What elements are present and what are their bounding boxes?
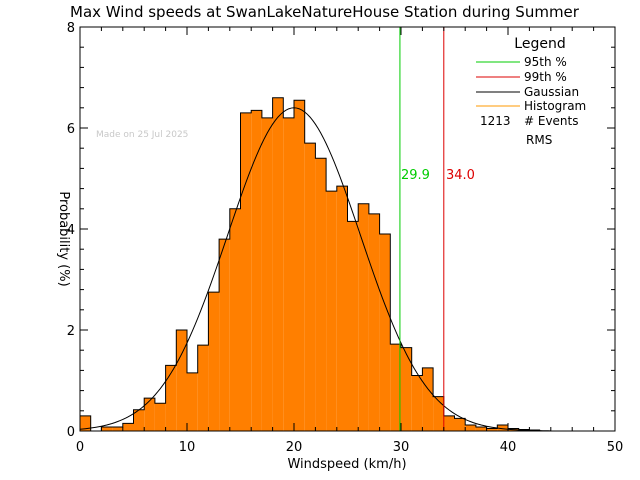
x-tick-label: 50 bbox=[607, 440, 624, 455]
y-tick-label: 6 bbox=[67, 122, 75, 137]
legend-label-99th: 99th % bbox=[524, 70, 567, 84]
watermark: Made on 25 Jul 2025 bbox=[96, 130, 188, 140]
gaussian-curve bbox=[79, 107, 551, 432]
histogram-bar bbox=[197, 345, 209, 431]
chart-title: Max Wind speeds at SwanLakeNatureHouse S… bbox=[70, 3, 580, 21]
histogram-bar bbox=[272, 97, 284, 431]
histogram-bar bbox=[401, 347, 412, 431]
x-tick-label: 0 bbox=[76, 440, 84, 455]
histogram-bar bbox=[465, 424, 476, 431]
x-tick-label: 30 bbox=[393, 440, 410, 455]
legend-title: Legend bbox=[514, 36, 565, 52]
y-tick-label: 2 bbox=[67, 324, 75, 339]
histogram-bar bbox=[261, 117, 273, 432]
legend-rms-label: RMS bbox=[526, 133, 552, 147]
histogram-bar bbox=[229, 208, 241, 431]
histogram-bar bbox=[251, 110, 262, 431]
x-tick-label: 20 bbox=[286, 440, 303, 455]
histogram-bar bbox=[304, 143, 316, 431]
legend: Legend 95th % 99th % Gaussian Histogram … bbox=[476, 36, 586, 147]
histogram-bar bbox=[326, 191, 337, 431]
histogram-bar bbox=[80, 415, 91, 431]
histogram-bar bbox=[240, 112, 252, 431]
histogram-bar bbox=[112, 426, 123, 431]
histogram-bar bbox=[433, 396, 444, 431]
histogram-bar bbox=[443, 415, 455, 431]
histogram-bar bbox=[219, 239, 230, 431]
histogram-bar bbox=[154, 403, 166, 431]
histogram-bar bbox=[497, 424, 508, 431]
histogram-outline bbox=[80, 97, 541, 432]
histogram-bar bbox=[133, 409, 145, 431]
percentile-99-label: 34.0 bbox=[446, 168, 475, 183]
histogram-bar bbox=[283, 117, 294, 432]
histogram-bar bbox=[358, 203, 369, 431]
histogram-bar bbox=[101, 426, 113, 431]
histogram-bar bbox=[454, 418, 466, 431]
x-tick-label: 40 bbox=[500, 440, 517, 455]
percentile-95-label: 29.9 bbox=[401, 168, 430, 183]
histogram-bar bbox=[379, 234, 391, 431]
x-tick-label: 10 bbox=[179, 440, 196, 455]
histogram-bar bbox=[165, 365, 177, 431]
legend-label-histogram: Histogram bbox=[524, 99, 586, 113]
plot-area bbox=[79, 27, 551, 432]
legend-events-label: # Events bbox=[524, 114, 579, 128]
y-axis-label: Probability (%) bbox=[56, 191, 71, 286]
legend-label-95th: 95th % bbox=[524, 55, 567, 69]
histogram-bar bbox=[122, 423, 134, 431]
histogram-bar bbox=[475, 426, 487, 431]
histogram-bar bbox=[187, 372, 198, 431]
histogram-bar bbox=[411, 375, 423, 431]
axis-ticks: 0 10 20 30 40 50 0 2 4 6 8 bbox=[67, 21, 624, 455]
histogram-bar bbox=[422, 367, 434, 431]
histogram-bar bbox=[208, 292, 220, 431]
histogram-bar bbox=[294, 100, 305, 431]
y-tick-label: 8 bbox=[67, 21, 75, 36]
histogram-bar bbox=[315, 158, 327, 432]
histogram-bar bbox=[368, 213, 380, 431]
y-tick-label: 0 bbox=[67, 425, 75, 440]
histogram-bar bbox=[347, 221, 359, 431]
x-axis-label: Windspeed (km/h) bbox=[287, 457, 406, 472]
legend-events-count: 1213 bbox=[480, 114, 511, 128]
histogram-bar bbox=[336, 186, 348, 431]
y-tick-label: 4 bbox=[67, 223, 75, 238]
legend-label-gaussian: Gaussian bbox=[524, 85, 579, 99]
histogram-bar bbox=[144, 398, 155, 431]
histogram-bar bbox=[176, 330, 187, 431]
histogram-bar bbox=[390, 344, 401, 431]
histogram-bar bbox=[486, 428, 498, 431]
